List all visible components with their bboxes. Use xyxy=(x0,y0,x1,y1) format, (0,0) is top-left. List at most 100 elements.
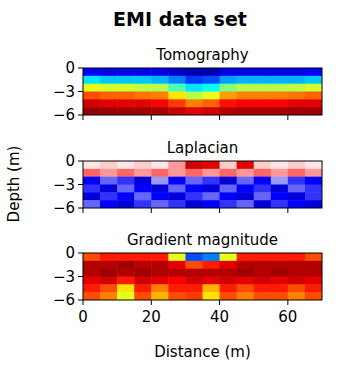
cell xyxy=(271,284,289,292)
x-tick xyxy=(287,300,288,305)
cell xyxy=(117,107,135,115)
cell xyxy=(220,292,238,300)
cell xyxy=(237,200,255,208)
cell xyxy=(117,200,135,208)
cell xyxy=(100,161,118,169)
cell xyxy=(254,76,272,84)
cells xyxy=(83,253,322,300)
cell xyxy=(100,76,118,84)
cell xyxy=(83,269,101,277)
cell xyxy=(203,253,221,261)
cell xyxy=(185,192,203,200)
cell xyxy=(203,161,221,169)
cell xyxy=(100,261,118,269)
cell xyxy=(100,200,118,208)
cell xyxy=(117,84,135,92)
cell xyxy=(151,185,169,193)
cell xyxy=(151,68,169,76)
cell xyxy=(271,92,289,100)
cell xyxy=(288,277,306,285)
cell xyxy=(168,169,186,177)
cell xyxy=(254,284,272,292)
x-tick-label: 40 xyxy=(210,308,229,326)
cell xyxy=(151,192,169,200)
cell xyxy=(220,185,238,193)
cell xyxy=(168,277,186,285)
cell xyxy=(271,277,289,285)
cell xyxy=(237,169,255,177)
cell xyxy=(254,261,272,269)
cell xyxy=(100,169,118,177)
y-tick-label: −6 xyxy=(53,291,75,309)
cell xyxy=(100,84,118,92)
cell xyxy=(203,284,221,292)
cell xyxy=(305,253,322,261)
y-tick-label: −6 xyxy=(53,199,75,217)
cell xyxy=(271,200,289,208)
cell xyxy=(168,92,186,100)
x-tick xyxy=(83,300,84,305)
y-axis-title: Depth (m) xyxy=(5,146,23,223)
cell xyxy=(168,253,186,261)
y-tick-label: −3 xyxy=(53,83,75,101)
cell xyxy=(185,261,203,269)
cell xyxy=(185,177,203,185)
x-tick-label: 0 xyxy=(78,308,88,326)
cell xyxy=(83,84,101,92)
cell xyxy=(288,177,306,185)
cell xyxy=(151,200,169,208)
cell xyxy=(185,284,203,292)
cell xyxy=(203,185,221,193)
cell xyxy=(151,161,169,169)
x-tick xyxy=(287,208,288,213)
cell xyxy=(288,284,306,292)
cell xyxy=(100,192,118,200)
cell xyxy=(271,185,289,193)
cell xyxy=(168,107,186,115)
cell xyxy=(271,161,289,169)
cell xyxy=(134,253,152,261)
cell xyxy=(168,261,186,269)
cell xyxy=(151,84,169,92)
cell xyxy=(168,177,186,185)
cell xyxy=(237,253,255,261)
cell xyxy=(117,161,135,169)
cell xyxy=(271,177,289,185)
x-tick xyxy=(287,115,288,120)
cell xyxy=(83,185,101,193)
cell xyxy=(305,92,322,100)
cell xyxy=(220,269,238,277)
cell xyxy=(83,177,101,185)
cell xyxy=(203,177,221,185)
cell xyxy=(305,84,322,92)
y-tick xyxy=(78,184,83,185)
cell xyxy=(271,84,289,92)
cell xyxy=(305,269,322,277)
cell xyxy=(203,269,221,277)
cell xyxy=(117,284,135,292)
cell xyxy=(117,177,135,185)
x-tick xyxy=(219,300,220,305)
cells xyxy=(83,68,322,115)
cell xyxy=(100,68,118,76)
cell xyxy=(168,68,186,76)
cell xyxy=(83,261,101,269)
cell xyxy=(237,292,255,300)
cell xyxy=(237,185,255,193)
cell xyxy=(83,68,101,76)
y-tick xyxy=(78,161,83,162)
y-tick xyxy=(78,68,83,69)
cell xyxy=(203,292,221,300)
cell xyxy=(254,84,272,92)
cell xyxy=(305,161,322,169)
cell xyxy=(168,84,186,92)
cell xyxy=(151,292,169,300)
cell xyxy=(305,169,322,177)
cell xyxy=(220,277,238,285)
cell xyxy=(220,84,238,92)
cell xyxy=(134,277,152,285)
y-tick-label: 0 xyxy=(65,152,75,170)
cell xyxy=(305,261,322,269)
cell xyxy=(134,76,152,84)
cell xyxy=(305,284,322,292)
